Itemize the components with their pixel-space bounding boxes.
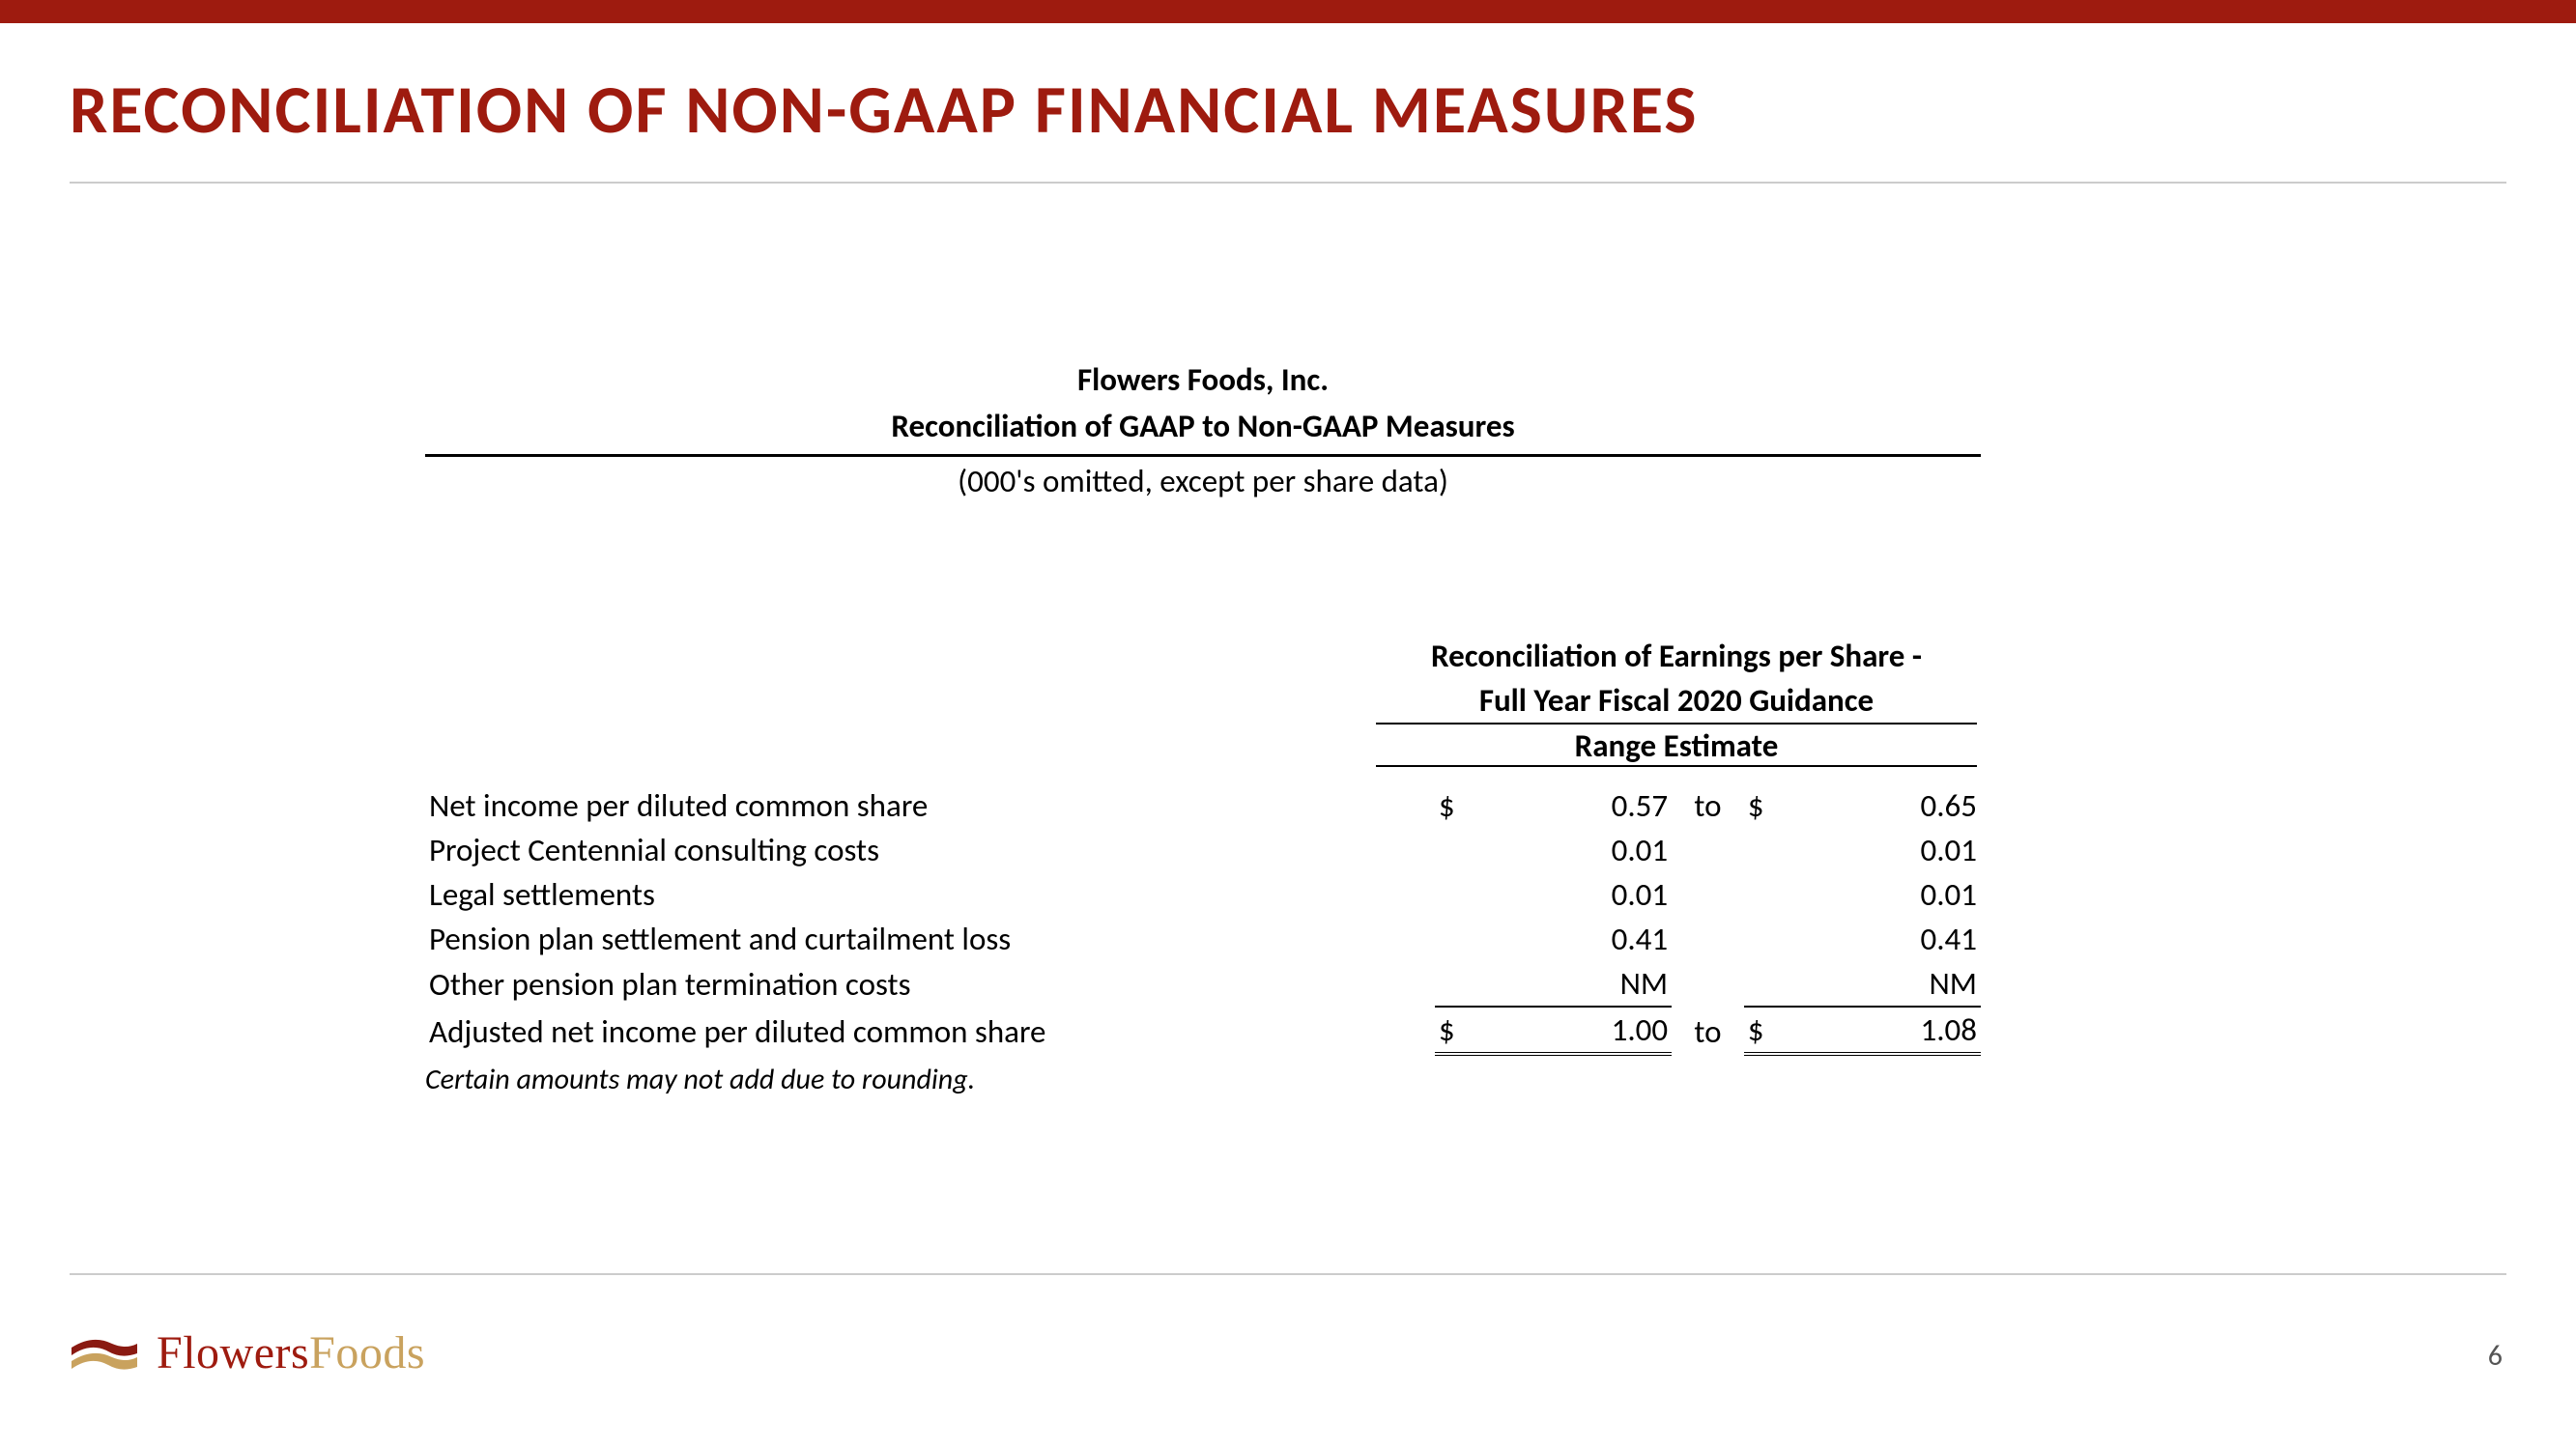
col-header-line1: Reconciliation of Earnings per Share - bbox=[1376, 634, 1977, 678]
currency-symbol bbox=[1435, 961, 1497, 1007]
high-value: 1.08 bbox=[1806, 1007, 1981, 1054]
flowers-foods-logo: FlowersFoods bbox=[70, 1326, 425, 1379]
low-value: 1.00 bbox=[1497, 1007, 1672, 1054]
row-label: Other pension plan termination costs bbox=[425, 961, 1435, 1007]
table-row: Other pension plan termination costs NM NM bbox=[425, 961, 1981, 1007]
high-value: 0.65 bbox=[1806, 783, 1981, 828]
logo-text: FlowersFoods bbox=[157, 1326, 425, 1379]
logo-text-flowers: Flowers bbox=[157, 1327, 309, 1378]
table-header-rule bbox=[425, 454, 1981, 457]
low-value: 0.01 bbox=[1497, 872, 1672, 917]
range-separator bbox=[1672, 961, 1744, 1007]
slide: RECONCILIATION OF NON-GAAP FINANCIAL MEA… bbox=[0, 0, 2576, 1449]
range-estimate-label: Range Estimate bbox=[1376, 726, 1977, 765]
page-title: RECONCILIATION OF NON-GAAP FINANCIAL MEA… bbox=[70, 68, 2506, 151]
table-subtitle: Reconciliation of GAAP to Non-GAAP Measu… bbox=[425, 404, 1981, 450]
low-value: 0.41 bbox=[1497, 917, 1672, 961]
currency-symbol: $ bbox=[1435, 783, 1497, 828]
currency-symbol bbox=[1744, 872, 1806, 917]
currency-symbol bbox=[1744, 828, 1806, 872]
reconciliation-table: Flowers Foods, Inc. Reconciliation of GA… bbox=[425, 357, 1981, 1097]
row-label: Adjusted net income per diluted common s… bbox=[425, 1007, 1435, 1054]
low-value: 0.57 bbox=[1497, 783, 1672, 828]
col-header-rule-1 bbox=[1376, 723, 1977, 724]
range-separator: to bbox=[1672, 783, 1744, 828]
table-company: Flowers Foods, Inc. bbox=[425, 357, 1981, 404]
col-header-line2: Full Year Fiscal 2020 Guidance bbox=[1376, 678, 1977, 723]
currency-symbol bbox=[1435, 872, 1497, 917]
high-value: NM bbox=[1806, 961, 1981, 1007]
currency-symbol bbox=[1435, 917, 1497, 961]
range-separator bbox=[1672, 828, 1744, 872]
high-value: 0.01 bbox=[1806, 828, 1981, 872]
currency-symbol: $ bbox=[1744, 783, 1806, 828]
row-label: Legal settlements bbox=[425, 872, 1435, 917]
column-headers: Reconciliation of Earnings per Share - F… bbox=[425, 631, 1981, 770]
row-label: Project Centennial consulting costs bbox=[425, 828, 1435, 872]
high-value: 0.41 bbox=[1806, 917, 1981, 961]
top-accent-bar bbox=[0, 0, 2576, 23]
page-number: 6 bbox=[2488, 1338, 2503, 1374]
row-label: Net income per diluted common share bbox=[425, 783, 1435, 828]
currency-symbol bbox=[1744, 961, 1806, 1007]
table-row: Adjusted net income per diluted common s… bbox=[425, 1007, 1981, 1054]
table-row: Pension plan settlement and curtailment … bbox=[425, 917, 1981, 961]
table-row: Net income per diluted common share$0.57… bbox=[425, 783, 1981, 828]
low-value: NM bbox=[1497, 961, 1672, 1007]
footnote: Certain amounts may not add due to round… bbox=[425, 1062, 1981, 1097]
range-separator: to bbox=[1672, 1007, 1744, 1054]
title-block: RECONCILIATION OF NON-GAAP FINANCIAL MEA… bbox=[70, 68, 2506, 184]
currency-symbol bbox=[1435, 828, 1497, 872]
col-header-rule-2 bbox=[1376, 765, 1977, 767]
table-row: Project Centennial consulting costs 0.01 0… bbox=[425, 828, 1981, 872]
currency-symbol bbox=[1744, 917, 1806, 961]
row-label: Pension plan settlement and curtailment … bbox=[425, 917, 1435, 961]
logo-wave-icon bbox=[70, 1330, 139, 1377]
low-value: 0.01 bbox=[1497, 828, 1672, 872]
currency-symbol: $ bbox=[1435, 1007, 1497, 1054]
high-value: 0.01 bbox=[1806, 872, 1981, 917]
table-note: (000's omitted, except per share data) bbox=[425, 459, 1981, 505]
data-rows: Net income per diluted common share$0.57… bbox=[425, 783, 1981, 1056]
logo-text-foods: Foods bbox=[309, 1327, 425, 1378]
footer-divider bbox=[70, 1273, 2506, 1275]
currency-symbol: $ bbox=[1744, 1007, 1806, 1054]
range-separator bbox=[1672, 872, 1744, 917]
title-divider bbox=[70, 182, 2506, 184]
table-row: Legal settlements 0.01 0.01 bbox=[425, 872, 1981, 917]
range-separator bbox=[1672, 917, 1744, 961]
